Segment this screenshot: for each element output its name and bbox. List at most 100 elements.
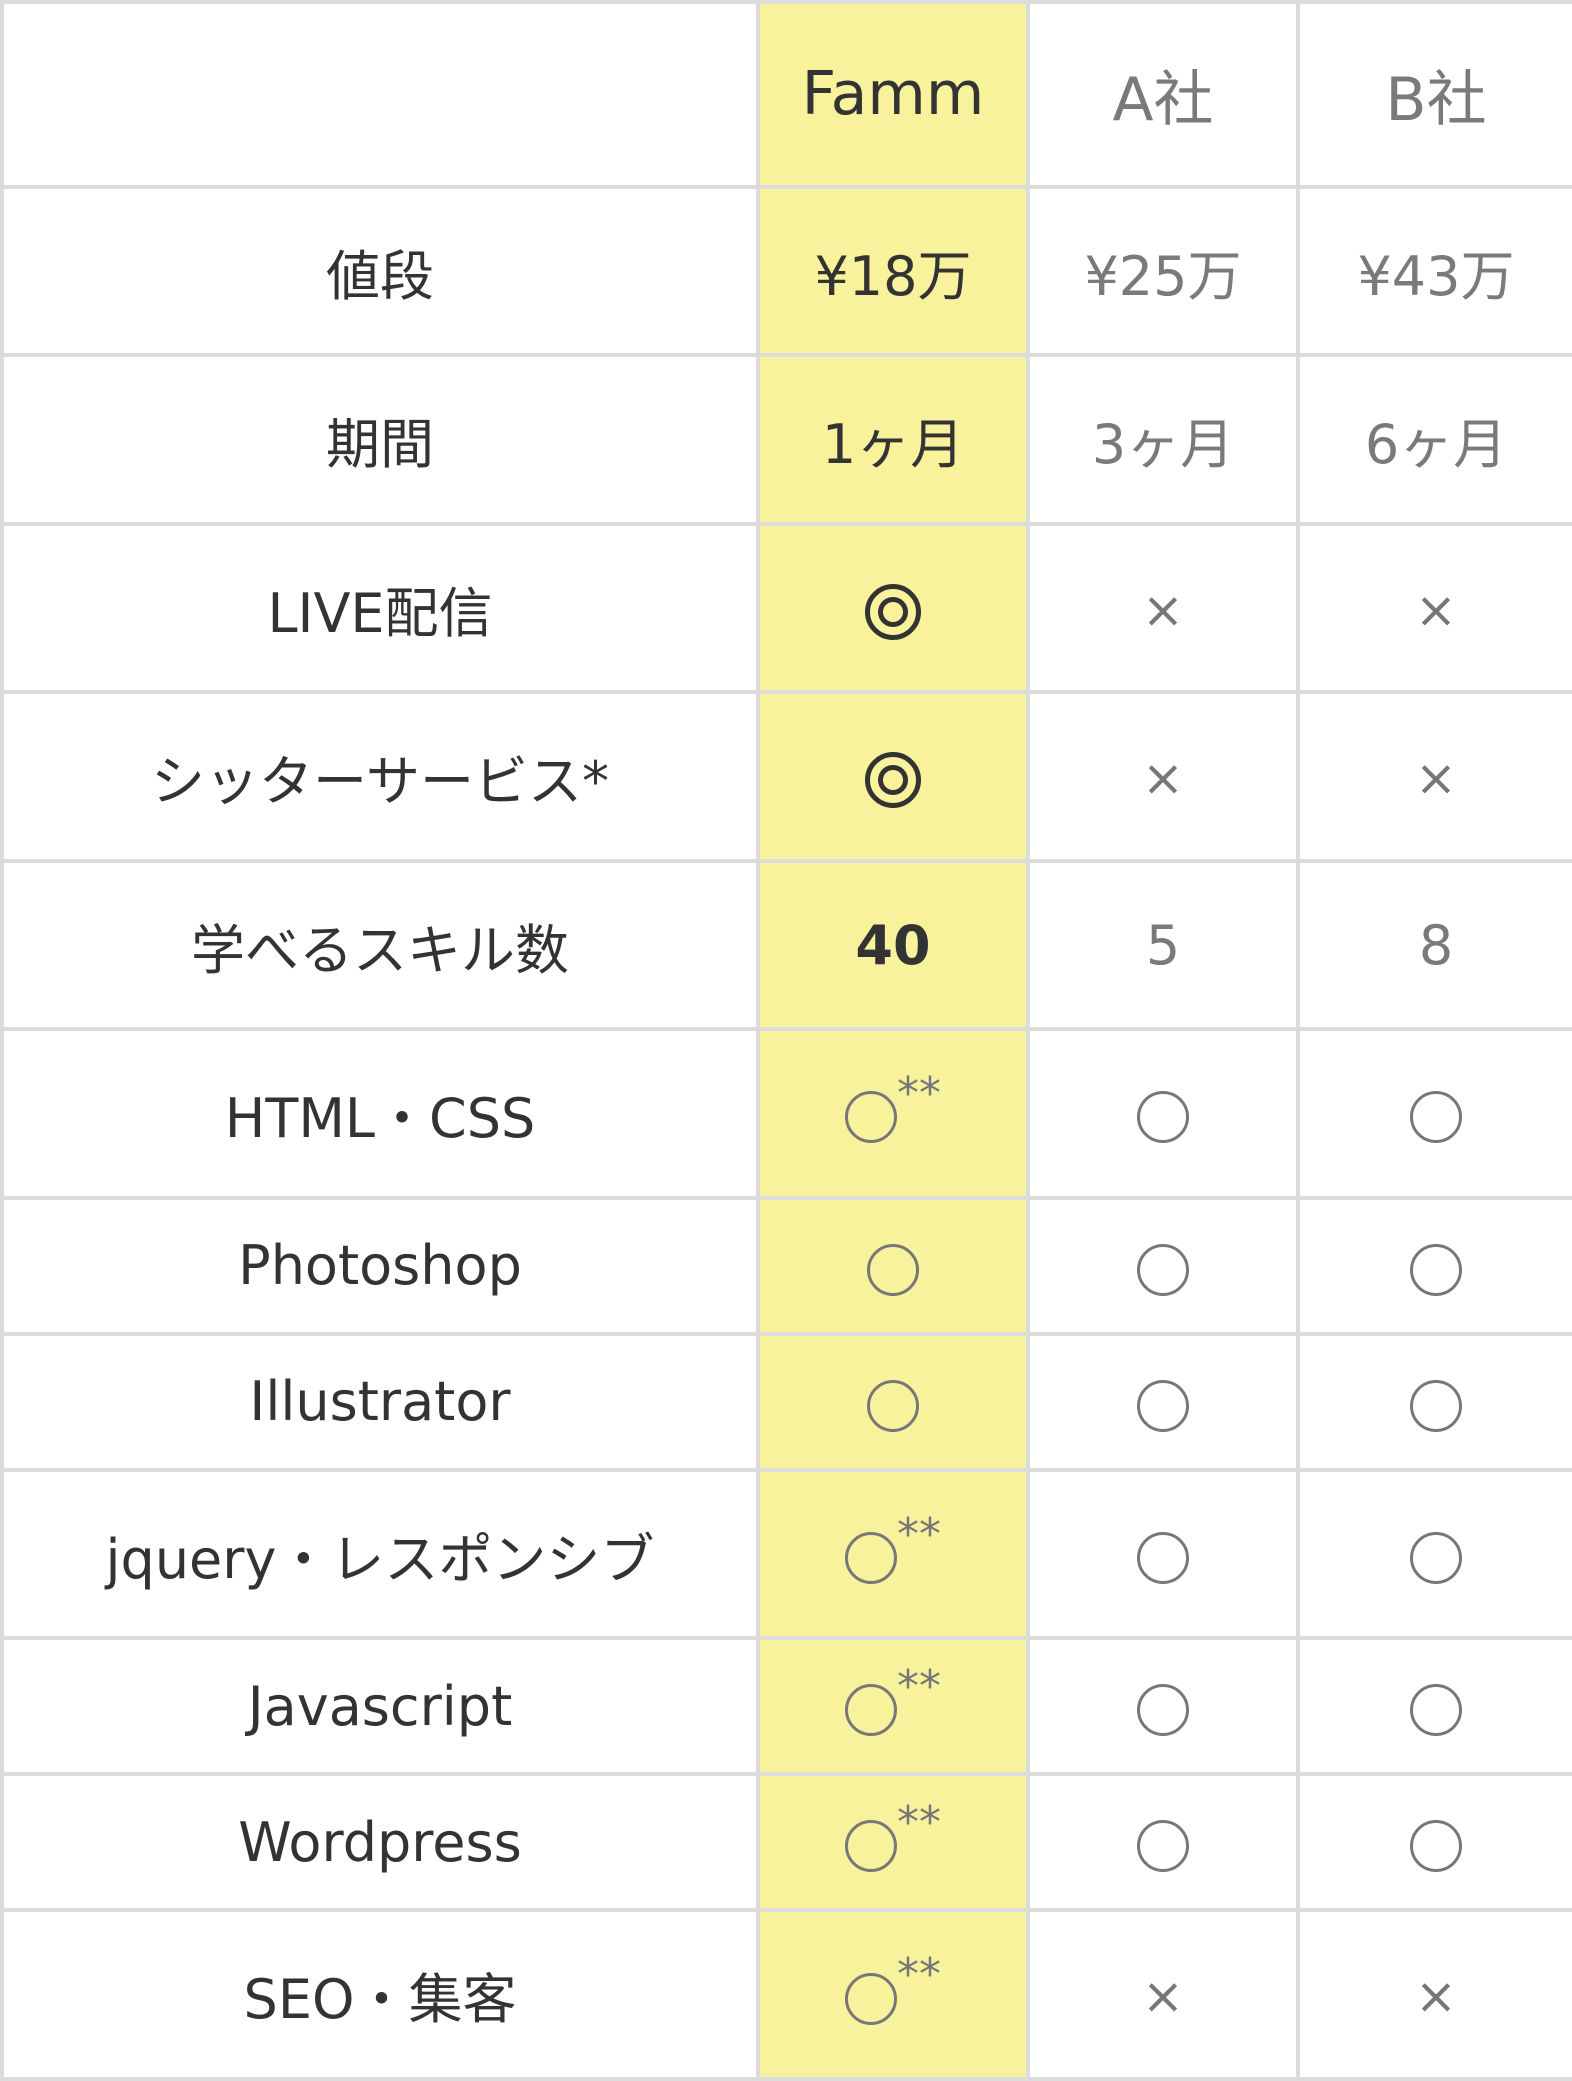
cell-value: 8 bbox=[1418, 913, 1454, 977]
footnote-mark: ** bbox=[897, 1508, 941, 1560]
table-row: SEO・集客 ** × × bbox=[0, 1908, 1572, 2081]
cell-famm: ** bbox=[756, 1908, 1030, 2081]
cell-value: ¥43万 bbox=[1357, 244, 1515, 308]
cell-company-b bbox=[1296, 1195, 1572, 1336]
cell-company-a bbox=[1026, 1772, 1300, 1913]
cell-company-b: 8 bbox=[1296, 858, 1572, 1032]
circle-icon bbox=[1410, 1379, 1462, 1432]
circle-icon bbox=[1137, 1243, 1189, 1296]
cross-icon: × bbox=[1415, 749, 1457, 807]
circle-icon bbox=[845, 1820, 897, 1873]
double-circle-icon bbox=[865, 583, 921, 640]
cell-company-a bbox=[1026, 1636, 1300, 1777]
table-row: HTML・CSS ** bbox=[0, 1027, 1572, 1200]
cell-value: 40 bbox=[855, 913, 931, 977]
cross-icon: × bbox=[1142, 749, 1184, 807]
cell-famm: ¥18万 bbox=[756, 184, 1030, 358]
circle-icon bbox=[845, 1091, 897, 1144]
table-row: Javascript ** bbox=[0, 1636, 1572, 1777]
circle-icon bbox=[1137, 1379, 1189, 1432]
cell-company-b: × bbox=[1296, 521, 1572, 695]
circle-icon bbox=[867, 1243, 919, 1296]
row-label: Wordpress bbox=[0, 1772, 760, 1913]
circle-icon bbox=[867, 1379, 919, 1432]
cell-company-a: × bbox=[1026, 521, 1300, 695]
footnote-mark: ** bbox=[897, 1660, 941, 1712]
cell-company-a: × bbox=[1026, 1908, 1300, 2081]
cell-company-a: 3ヶ月 bbox=[1026, 353, 1300, 526]
table-row: Photoshop bbox=[0, 1195, 1572, 1336]
circle-icon bbox=[1410, 1243, 1462, 1296]
row-label: 期間 bbox=[0, 353, 760, 526]
cell-company-b bbox=[1296, 1467, 1572, 1641]
cell-company-b: 6ヶ月 bbox=[1296, 353, 1572, 526]
row-label: SEO・集客 bbox=[0, 1908, 760, 2081]
circle-icon bbox=[1137, 1684, 1189, 1737]
table-row: 学べるスキル数 40 5 8 bbox=[0, 858, 1572, 1032]
cell-famm bbox=[756, 690, 1030, 863]
cell-value: ¥25万 bbox=[1084, 244, 1242, 308]
circle-icon bbox=[1137, 1820, 1189, 1873]
cell-company-b bbox=[1296, 1027, 1572, 1200]
cell-company-a: × bbox=[1026, 690, 1300, 863]
cell-famm: ** bbox=[756, 1772, 1030, 1913]
table-row: Wordpress ** bbox=[0, 1772, 1572, 1913]
footnote-mark: ** bbox=[897, 1949, 941, 2001]
cell-value: 1ヶ月 bbox=[821, 413, 965, 476]
cell-value: 6ヶ月 bbox=[1364, 413, 1508, 476]
cell-company-a bbox=[1026, 1027, 1300, 1200]
table-row: LIVE配信 × × bbox=[0, 521, 1572, 695]
circle-icon bbox=[1137, 1091, 1189, 1144]
cell-company-b bbox=[1296, 1772, 1572, 1913]
row-label: jquery・レスポンシブ bbox=[0, 1467, 760, 1641]
cell-company-b bbox=[1296, 1636, 1572, 1777]
header-company-a: A社 bbox=[1026, 0, 1300, 189]
cross-icon: × bbox=[1415, 1967, 1457, 2026]
circle-icon bbox=[845, 1972, 897, 2025]
cell-company-b: × bbox=[1296, 1908, 1572, 2081]
cell-company-b: ¥43万 bbox=[1296, 184, 1572, 358]
cell-company-b bbox=[1296, 1331, 1572, 1472]
cell-company-a: ¥25万 bbox=[1026, 184, 1300, 358]
cell-company-a bbox=[1026, 1331, 1300, 1472]
circle-icon bbox=[1410, 1820, 1462, 1873]
table-row: シッターサービス* × × bbox=[0, 690, 1572, 863]
cell-famm: 1ヶ月 bbox=[756, 353, 1030, 526]
cell-famm bbox=[756, 1331, 1030, 1472]
table-row: jquery・レスポンシブ ** bbox=[0, 1467, 1572, 1641]
header-row: Famm A社 B社 bbox=[0, 0, 1572, 189]
row-label: Javascript bbox=[0, 1636, 760, 1777]
double-circle-icon bbox=[865, 752, 921, 809]
circle-icon bbox=[1410, 1684, 1462, 1737]
footnote-mark: ** bbox=[897, 1796, 941, 1848]
row-label: シッターサービス* bbox=[0, 690, 760, 863]
cell-company-a bbox=[1026, 1195, 1300, 1336]
table-row: Illustrator bbox=[0, 1331, 1572, 1472]
cell-value: 3ヶ月 bbox=[1091, 413, 1235, 476]
cell-famm: ** bbox=[756, 1467, 1030, 1641]
row-label: HTML・CSS bbox=[0, 1027, 760, 1200]
cell-famm bbox=[756, 1195, 1030, 1336]
cell-famm: 40 bbox=[756, 858, 1030, 1032]
cell-company-b: × bbox=[1296, 690, 1572, 863]
row-label: 学べるスキル数 bbox=[0, 858, 760, 1032]
table-row: 値段 ¥18万 ¥25万 ¥43万 bbox=[0, 184, 1572, 358]
circle-icon bbox=[1410, 1091, 1462, 1144]
row-label: 値段 bbox=[0, 184, 760, 358]
footnote-mark: ** bbox=[897, 1068, 941, 1119]
row-label: LIVE配信 bbox=[0, 521, 760, 695]
header-blank bbox=[0, 0, 760, 189]
cell-company-a bbox=[1026, 1467, 1300, 1641]
circle-icon bbox=[1137, 1531, 1189, 1584]
circle-icon bbox=[845, 1531, 897, 1584]
cell-famm: ** bbox=[756, 1027, 1030, 1200]
table-row: 期間 1ヶ月 3ヶ月 6ヶ月 bbox=[0, 353, 1572, 526]
row-label: Photoshop bbox=[0, 1195, 760, 1336]
cell-famm: ** bbox=[756, 1636, 1030, 1777]
cross-icon: × bbox=[1142, 580, 1184, 639]
cell-value: ¥18万 bbox=[814, 244, 972, 308]
cross-icon: × bbox=[1142, 1967, 1184, 2026]
cell-value: 5 bbox=[1145, 913, 1181, 977]
header-company-b: B社 bbox=[1296, 0, 1572, 189]
